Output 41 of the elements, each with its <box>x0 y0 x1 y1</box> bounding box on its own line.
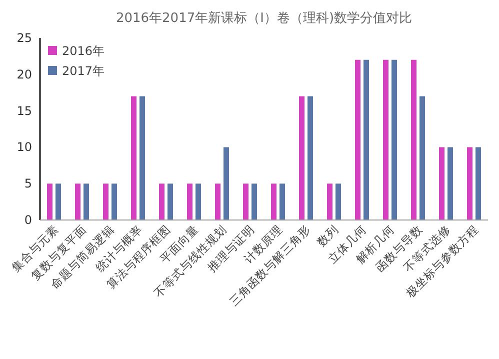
bar <box>355 60 360 220</box>
legend-label: 2016年 <box>62 44 105 58</box>
y-tick-label: 10 <box>16 140 32 154</box>
bar <box>336 184 341 220</box>
bar <box>280 184 285 220</box>
y-tick-label: 25 <box>16 31 32 45</box>
bar <box>140 96 145 220</box>
bar <box>467 147 472 220</box>
bar <box>84 184 89 220</box>
bar <box>383 60 388 220</box>
bar <box>271 184 276 220</box>
bar <box>112 184 117 220</box>
bar <box>252 184 257 220</box>
bar <box>47 184 52 220</box>
bar <box>243 184 248 220</box>
bar <box>299 96 304 220</box>
bar <box>224 147 229 220</box>
bar <box>392 60 397 220</box>
bar <box>308 96 313 220</box>
bar <box>103 184 108 220</box>
y-tick-label: 5 <box>24 176 32 191</box>
y-tick-label: 20 <box>16 67 32 82</box>
bar <box>131 96 136 220</box>
bar <box>448 147 453 220</box>
bar <box>420 96 425 220</box>
bar <box>187 184 192 220</box>
y-tick-label: 15 <box>16 104 32 118</box>
bar <box>364 60 369 220</box>
chart-title: 2016年2017年新课标（Ⅰ）卷（理科)数学分值对比 <box>116 11 412 26</box>
bar <box>159 184 164 220</box>
bar <box>327 184 332 220</box>
bar <box>439 147 444 220</box>
bar <box>168 184 173 220</box>
bar <box>476 147 481 220</box>
legend-label: 2017年 <box>62 64 105 78</box>
bar <box>75 184 80 220</box>
y-tick-label: 0 <box>24 213 32 227</box>
bar <box>215 184 220 220</box>
bar <box>411 60 416 220</box>
bar <box>196 184 201 220</box>
bar <box>56 184 61 220</box>
